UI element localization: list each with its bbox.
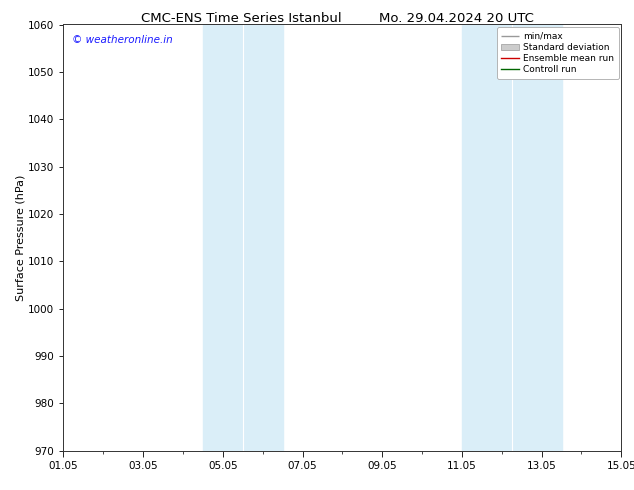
Text: © weatheronline.in: © weatheronline.in — [72, 35, 172, 45]
Bar — [462, 24, 562, 451]
Text: CMC-ENS Time Series Istanbul: CMC-ENS Time Series Istanbul — [141, 12, 341, 25]
Y-axis label: Surface Pressure (hPa): Surface Pressure (hPa) — [15, 174, 25, 301]
Text: Mo. 29.04.2024 20 UTC: Mo. 29.04.2024 20 UTC — [379, 12, 534, 25]
Legend: min/max, Standard deviation, Ensemble mean run, Controll run: min/max, Standard deviation, Ensemble me… — [497, 27, 619, 79]
Bar — [203, 24, 283, 451]
